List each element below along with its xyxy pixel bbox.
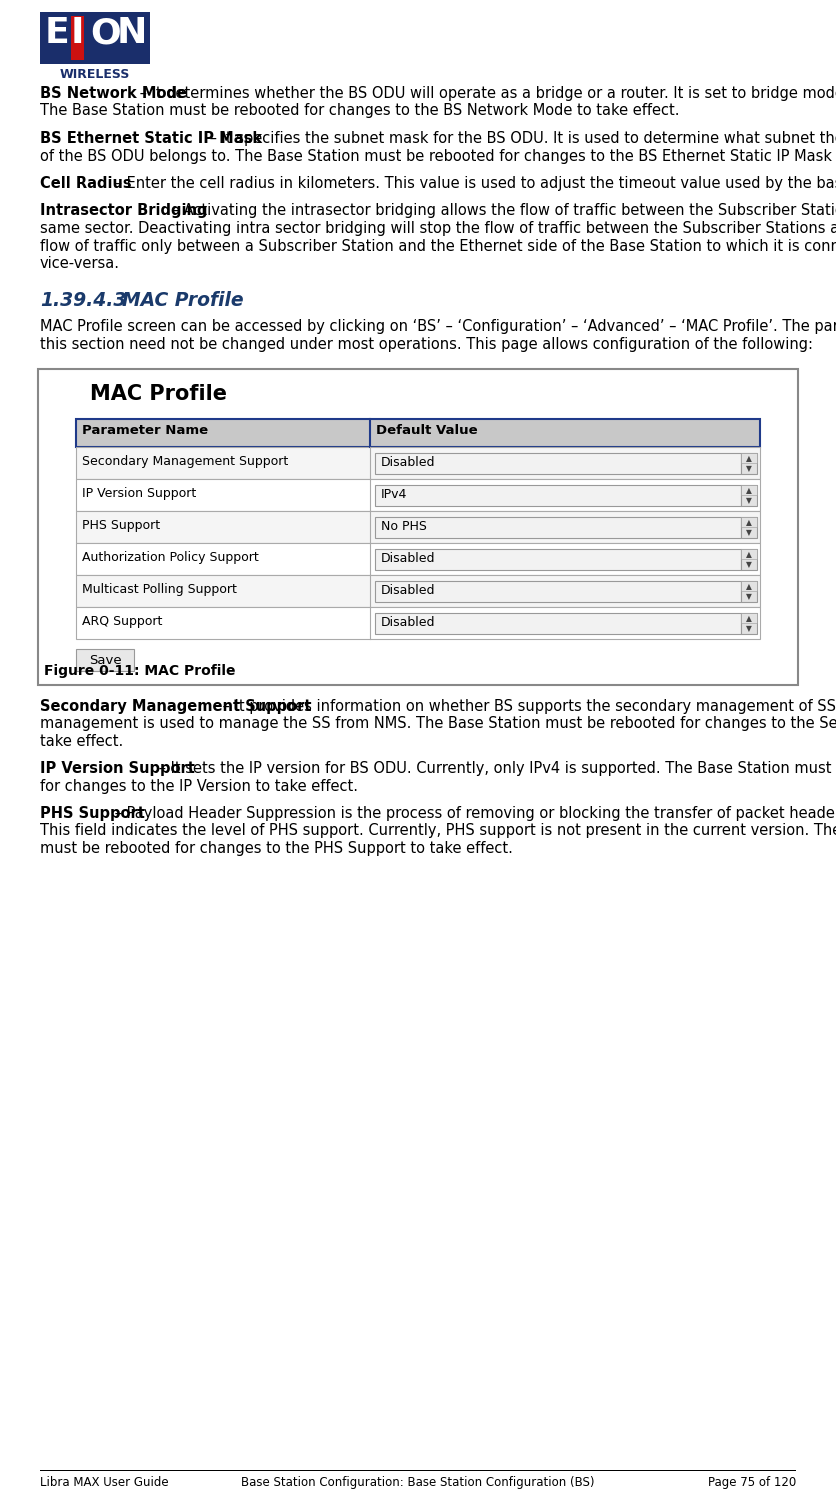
Text: Disabled: Disabled [381, 585, 436, 597]
Bar [741, 453, 757, 464]
Text: same sector. Deactivating intra sector bridging will stop the flow of traffic be: same sector. Deactivating intra sector b… [40, 220, 836, 236]
Text: ▲: ▲ [746, 519, 752, 528]
Text: ▲: ▲ [746, 486, 752, 495]
Bar [375, 453, 741, 474]
Text: ▼: ▼ [746, 528, 752, 537]
Text: I: I [71, 16, 84, 50]
Text: of the BS ODU belongs to. The Base Station must be rebooted for changes to the B: of the BS ODU belongs to. The Base Stati… [40, 148, 836, 164]
Text: ▼: ▼ [746, 496, 752, 506]
Text: flow of traffic only between a Subscriber Station and the Ethernet side of the B: flow of traffic only between a Subscribe… [40, 238, 836, 254]
Text: Page 75 of 120: Page 75 of 120 [708, 1476, 796, 1490]
Text: E: E [45, 16, 69, 50]
Text: this section need not be changed under most operations. This page allows configu: this section need not be changed under m… [40, 338, 813, 352]
Bar [741, 453, 757, 474]
Text: PHS Support: PHS Support [40, 806, 145, 820]
Text: WIRELESS: WIRELESS [60, 68, 130, 81]
Bar [71, 16, 84, 60]
Bar [741, 612, 757, 633]
Bar [375, 484, 741, 506]
Text: ▲: ▲ [746, 550, 752, 560]
Text: ▲: ▲ [746, 454, 752, 464]
Bar [741, 484, 757, 495]
Text: Disabled: Disabled [381, 552, 436, 566]
Text: for changes to the IP Version to take effect.: for changes to the IP Version to take ef… [40, 778, 358, 794]
Bar [375, 580, 741, 602]
Bar [741, 484, 757, 506]
Text: ▼: ▼ [746, 592, 752, 602]
Bar [375, 612, 741, 633]
Bar [741, 516, 757, 526]
Text: IPv4: IPv4 [381, 489, 407, 501]
Text: – Payload Header Suppression is the process of removing or blocking the transfer: – Payload Header Suppression is the proc… [110, 806, 836, 820]
Text: N: N [117, 16, 147, 50]
Text: Intrasector Bridging: Intrasector Bridging [40, 204, 207, 219]
Text: – It sets the IP version for BS ODU. Currently, only IPv4 is supported. The Base: – It sets the IP version for BS ODU. Cur… [154, 760, 836, 776]
Bar [741, 516, 757, 537]
Bar [76, 574, 760, 606]
Text: ▼: ▼ [746, 560, 752, 568]
Bar [741, 612, 757, 622]
Text: management is used to manage the SS from NMS. The Base Station must be rebooted : management is used to manage the SS from… [40, 716, 836, 730]
Bar [741, 549, 757, 570]
Bar [76, 606, 760, 639]
Text: Multicast Polling Support: Multicast Polling Support [82, 584, 237, 597]
Text: Authorization Policy Support: Authorization Policy Support [82, 552, 259, 564]
Bar [375, 516, 741, 537]
Text: Default Value: Default Value [376, 424, 477, 438]
Text: Figure 0-11: MAC Profile: Figure 0-11: MAC Profile [44, 664, 236, 678]
Text: The Base Station must be rebooted for changes to the BS Network Mode to take eff: The Base Station must be rebooted for ch… [40, 104, 680, 118]
Text: PHS Support: PHS Support [82, 519, 161, 532]
Text: Parameter Name: Parameter Name [82, 424, 208, 438]
Text: – Enter the cell radius in kilometers. This value is used to adjust the timeout : – Enter the cell radius in kilometers. T… [110, 176, 836, 190]
Text: ▼: ▼ [746, 624, 752, 633]
Bar [76, 419, 760, 447]
Bar [76, 543, 760, 574]
Text: BS Network Mode: BS Network Mode [40, 86, 187, 100]
Text: Disabled: Disabled [381, 456, 436, 470]
Text: Cell Radius: Cell Radius [40, 176, 131, 190]
Text: take effect.: take effect. [40, 734, 123, 748]
Text: IP Version Support: IP Version Support [82, 488, 196, 501]
Text: No PHS: No PHS [381, 520, 427, 534]
Bar [375, 549, 741, 570]
Bar [38, 369, 798, 684]
Bar [76, 447, 760, 478]
Text: 1.39.4.3: 1.39.4.3 [40, 291, 126, 310]
Text: Save: Save [89, 654, 121, 666]
Bar [40, 12, 150, 64]
Text: I: I [71, 16, 84, 50]
Text: ARQ Support: ARQ Support [82, 615, 162, 628]
Text: IP Version Support: IP Version Support [40, 760, 195, 776]
Bar [741, 580, 757, 591]
Text: ▲: ▲ [746, 615, 752, 624]
Text: – It determines whether the BS ODU will operate as a bridge or a router. It is s: – It determines whether the BS ODU will … [135, 86, 836, 100]
Bar [76, 648, 134, 670]
Text: Base Station Configuration: Base Station Configuration (BS): Base Station Configuration: Base Station… [242, 1476, 594, 1490]
Bar [76, 478, 760, 510]
Bar [741, 580, 757, 602]
Bar [741, 549, 757, 560]
Text: MAC Profile screen can be accessed by clicking on ‘BS’ – ‘Configuration’ – ‘Adva: MAC Profile screen can be accessed by cl… [40, 320, 836, 334]
Text: Libra MAX User Guide: Libra MAX User Guide [40, 1476, 169, 1490]
Text: MAC Profile: MAC Profile [122, 291, 243, 310]
Text: MAC Profile: MAC Profile [90, 384, 227, 405]
Text: – It specifies the subnet mask for the BS ODU. It is used to determine what subn: – It specifies the subnet mask for the B… [205, 130, 836, 146]
Text: – Activating the intrasector bridging allows the flow of traffic between the Sub: – Activating the intrasector bridging al… [167, 204, 836, 219]
Text: – It provides information on whether BS supports the secondary management of SS.: – It provides information on whether BS … [217, 699, 836, 714]
Text: must be rebooted for changes to the PHS Support to take effect.: must be rebooted for changes to the PHS … [40, 842, 512, 856]
Text: ▼: ▼ [746, 464, 752, 472]
Text: O: O [90, 16, 120, 50]
Text: vice-versa.: vice-versa. [40, 256, 120, 272]
Bar [76, 510, 760, 543]
Text: BS Ethernet Static IP Mask: BS Ethernet Static IP Mask [40, 130, 263, 146]
Text: This field indicates the level of PHS support. Currently, PHS support is not pre: This field indicates the level of PHS su… [40, 824, 836, 839]
Text: Disabled: Disabled [381, 616, 436, 630]
Text: Secondary Management Support: Secondary Management Support [40, 699, 312, 714]
Text: Secondary Management Support: Secondary Management Support [82, 456, 288, 468]
Text: ▲: ▲ [746, 582, 752, 591]
